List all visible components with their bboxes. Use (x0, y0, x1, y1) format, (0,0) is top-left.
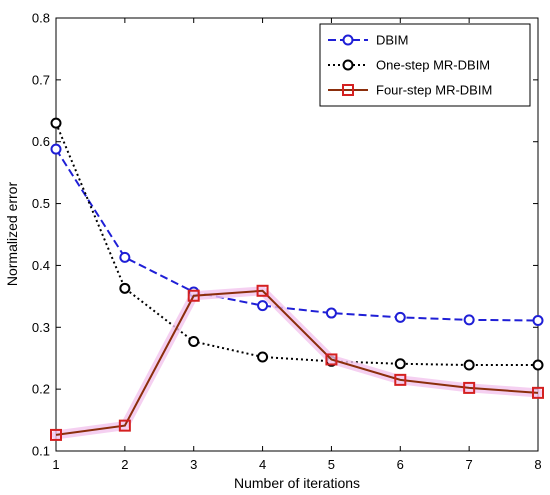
legend-swatch-marker (342, 84, 354, 96)
data-point (257, 351, 269, 363)
data-point (394, 311, 406, 323)
data-point (187, 289, 200, 302)
y-axis-label: Normalized error (4, 182, 20, 287)
data-point (119, 282, 131, 294)
data-point (463, 359, 475, 371)
x-tick-label: 5 (328, 457, 335, 472)
data-point (118, 419, 131, 432)
series-line (55, 148, 539, 322)
y-tick-label: 0.5 (32, 196, 50, 211)
legend-swatch-marker (342, 34, 354, 46)
data-point (188, 336, 200, 348)
y-tick-label: 0.3 (32, 320, 50, 335)
data-point (532, 386, 544, 399)
y-tick-label: 0.6 (32, 134, 50, 149)
x-tick-label: 6 (397, 457, 404, 472)
legend: DBIM One-step MR-DBIM Four-step MR-DBIM (319, 23, 531, 107)
y-tick-label: 0.4 (32, 258, 50, 273)
legend-label: DBIM (376, 33, 409, 48)
series-layer (50, 117, 544, 441)
data-point (256, 284, 269, 297)
legend-swatch-marker (342, 59, 354, 71)
series-line (55, 289, 539, 436)
x-tick-label: 4 (259, 457, 266, 472)
data-point (532, 359, 544, 371)
x-axis-label: Number of iterations (234, 475, 360, 491)
data-point (463, 381, 476, 394)
y-tick-label: 0.7 (32, 72, 50, 87)
y-tick-label: 0.8 (32, 11, 50, 26)
data-point (325, 353, 338, 366)
data-point (50, 117, 62, 129)
x-tick-label: 3 (190, 457, 197, 472)
x-tick-label: 7 (466, 457, 473, 472)
x-tick-label: 2 (121, 457, 128, 472)
data-point (50, 428, 62, 441)
data-point (119, 251, 131, 263)
legend-label: Four-step MR-DBIM (376, 83, 492, 98)
series-line (55, 122, 538, 367)
y-tick-label: 0.2 (32, 382, 50, 397)
data-point (394, 373, 407, 386)
x-tick-label: 8 (534, 457, 541, 472)
y-tick-label: 0.1 (32, 444, 50, 459)
data-point (463, 314, 475, 326)
data-point (394, 358, 406, 370)
data-point (257, 300, 269, 312)
x-tick-label: 1 (52, 457, 59, 472)
data-point (325, 307, 337, 319)
series-2 (50, 284, 544, 441)
data-point (50, 143, 62, 155)
data-point (532, 314, 544, 326)
legend-label: One-step MR-DBIM (376, 58, 490, 73)
ticks: 1 2 3 4 5 6 7 8 0.1 0.2 0.3 0.4 0.5 0.6 0.7 0.8 (32, 11, 542, 473)
